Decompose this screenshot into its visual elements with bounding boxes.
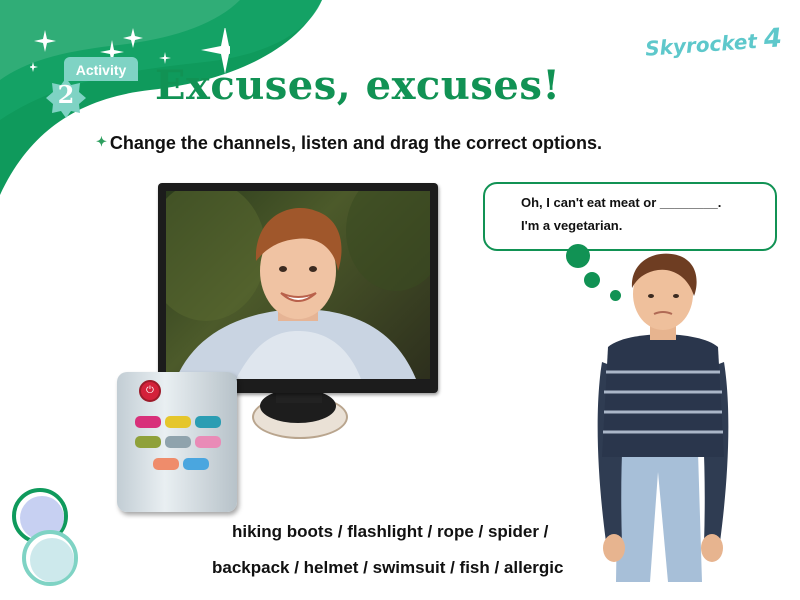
- channel-button-olive[interactable]: [135, 436, 161, 448]
- channel-button-teal[interactable]: [195, 416, 221, 428]
- channel-button-yellow[interactable]: [165, 416, 191, 428]
- brand-level: 4: [762, 23, 783, 55]
- channel-button-pink[interactable]: [195, 436, 221, 448]
- remote-control[interactable]: ⏻: [117, 372, 237, 512]
- bullet-icon: ✦: [96, 134, 107, 149]
- channel-button-gray[interactable]: [165, 436, 191, 448]
- channel-button-magenta[interactable]: [135, 416, 161, 428]
- sparkle-icon: [30, 28, 230, 74]
- thought-dot-medium: [584, 272, 600, 288]
- brand-logo: Skyrocket 4: [644, 23, 783, 62]
- power-icon[interactable]: ⏻: [139, 380, 161, 402]
- options-line-2: backpack / helmet / swimsuit / fish / al…: [212, 558, 564, 577]
- corner-decoration: [12, 488, 78, 586]
- header-decoration: [0, 0, 330, 200]
- activity-number-badge: 2: [46, 78, 86, 118]
- instruction: ✦ Change the channels, listen and drag th…: [96, 133, 602, 154]
- instruction-text: Change the channels, listen and drag the…: [109, 133, 602, 153]
- activity-number: 2: [57, 80, 75, 109]
- options-line-1: hiking boots / flashlight / rope / spide…: [232, 522, 549, 541]
- page-title: Excuses, excuses!: [155, 62, 561, 109]
- tv-frame: [158, 183, 438, 393]
- boy-illustration: [597, 253, 729, 582]
- thought-dot-small: [610, 290, 621, 301]
- tv-screen-image: [166, 191, 430, 379]
- channel-button-salmon[interactable]: [153, 458, 179, 470]
- thought-bubble: Oh, I can't eat meat or ________. I'm a …: [483, 182, 777, 251]
- bubble-line-1: Oh, I can't eat meat or ________.: [521, 195, 722, 210]
- thought-dot-large: [566, 244, 590, 268]
- bubble-line-2: I'm a vegetarian.: [521, 218, 623, 233]
- brand-name: Skyrocket: [644, 28, 758, 61]
- channel-button-blue[interactable]: [183, 458, 209, 470]
- activity-tab: Activity: [64, 57, 138, 81]
